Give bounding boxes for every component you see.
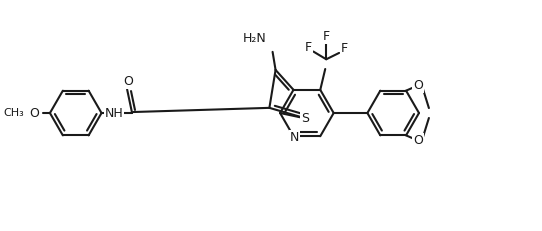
Text: O: O: [29, 106, 39, 119]
Text: H₂N: H₂N: [243, 33, 267, 46]
Text: F: F: [322, 30, 330, 43]
Text: F: F: [340, 43, 347, 55]
Text: O: O: [413, 79, 423, 92]
Text: NH: NH: [105, 106, 124, 119]
Text: S: S: [301, 112, 309, 125]
Text: N: N: [290, 131, 299, 144]
Text: O: O: [123, 75, 133, 88]
Text: O: O: [413, 134, 423, 147]
Text: F: F: [305, 41, 312, 54]
Text: CH₃: CH₃: [3, 108, 24, 118]
